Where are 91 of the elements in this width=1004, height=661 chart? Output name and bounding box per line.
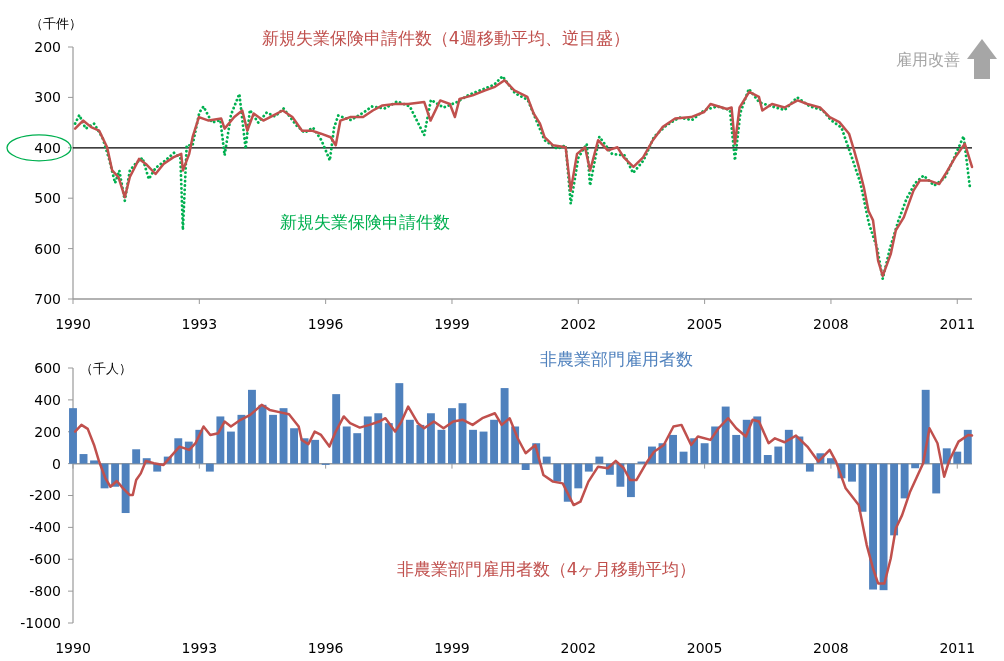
x-tick-label: 2005 <box>686 316 723 332</box>
x-tick-label: 2002 <box>560 316 597 332</box>
bar <box>121 463 130 514</box>
bar <box>248 389 256 464</box>
y-tick-label: 400 <box>34 391 61 408</box>
bar <box>584 463 593 472</box>
x-tick-label: 1996 <box>307 640 344 656</box>
bar <box>384 423 393 464</box>
bar <box>132 449 141 464</box>
y-tick-label: -1000 <box>20 614 61 631</box>
bar <box>784 429 793 464</box>
x-tick-label: 2008 <box>813 316 849 332</box>
x-tick-label: 2008 <box>813 640 849 656</box>
bar <box>763 455 772 464</box>
bar <box>226 431 235 464</box>
bar <box>669 434 677 464</box>
bar <box>869 463 877 590</box>
bar <box>405 419 414 464</box>
x-tick-label: 2005 <box>686 640 723 656</box>
x-tick-label: 1996 <box>307 316 344 332</box>
annotation: 雇用改善 <box>896 50 960 69</box>
bar <box>774 446 783 464</box>
bar <box>490 419 499 464</box>
y-tick-label: -400 <box>29 519 61 536</box>
bar <box>753 416 762 464</box>
bar <box>469 429 477 464</box>
bar <box>237 414 246 464</box>
y-axis-title: （千件） <box>30 15 82 31</box>
bar <box>216 416 225 464</box>
bar <box>848 463 856 482</box>
y-tick-label: 700 <box>34 290 61 307</box>
bar <box>90 460 98 464</box>
bar <box>353 433 362 464</box>
bar <box>395 383 404 464</box>
y-tick-label: 500 <box>34 190 61 207</box>
y-tick-label: -800 <box>29 583 61 600</box>
bar <box>500 388 509 464</box>
bar <box>732 434 741 464</box>
bar <box>374 413 383 464</box>
bar <box>290 428 299 464</box>
bar <box>332 394 341 464</box>
bar <box>342 426 351 464</box>
bar <box>269 414 277 464</box>
x-tick-label: 1993 <box>181 316 218 332</box>
bar <box>700 443 709 464</box>
bar <box>574 463 583 489</box>
bar <box>626 463 635 498</box>
text: 非農業部門雇用者数（4ヶ月移動平均） <box>396 558 697 579</box>
bar <box>963 429 972 464</box>
y-tick-label: 300 <box>34 89 61 106</box>
bar <box>448 408 456 464</box>
y-tick-label: 200 <box>34 38 61 55</box>
x-tick-label: 1999 <box>434 316 470 332</box>
bar <box>932 463 941 494</box>
x-tick-label: 1990 <box>55 640 91 656</box>
bar <box>363 416 372 464</box>
bar <box>542 456 551 464</box>
bar <box>553 463 562 482</box>
y-tick-label: 200 <box>34 423 61 440</box>
text: 新規失業保険申請件数（4週移動平均、逆目盛） <box>261 28 630 49</box>
bar <box>595 456 604 464</box>
bar <box>805 463 814 472</box>
x-tick-label: 1999 <box>434 640 470 656</box>
text: 非農業部門雇用者数 <box>540 349 694 370</box>
bar <box>311 439 320 464</box>
bar <box>521 463 530 470</box>
bar <box>205 463 214 472</box>
y-tick-label: 0 <box>52 455 61 472</box>
text: 新規失業保険申請件数 <box>279 212 450 233</box>
bar <box>900 463 909 499</box>
bar <box>890 463 899 536</box>
y-tick-label: 400 <box>34 139 61 156</box>
x-tick-label: 2011 <box>939 316 976 332</box>
y-axis-title: （千人） <box>80 360 132 376</box>
bar <box>721 406 730 464</box>
bar <box>953 451 962 464</box>
y-tick-label: -200 <box>29 487 61 504</box>
bar <box>679 451 688 464</box>
bar <box>416 424 425 464</box>
bar <box>437 429 446 464</box>
y-tick-label: -600 <box>29 551 61 568</box>
bar <box>79 454 88 464</box>
bar <box>879 463 888 591</box>
x-tick-label: 2002 <box>560 640 597 656</box>
y-tick-label: 600 <box>34 240 61 257</box>
bar <box>426 413 435 464</box>
bar <box>69 408 77 464</box>
x-tick-label: 1993 <box>181 640 218 656</box>
x-tick-label: 1990 <box>55 316 91 332</box>
x-tick-label: 2011 <box>939 640 976 656</box>
y-tick-label: 600 <box>34 359 61 376</box>
